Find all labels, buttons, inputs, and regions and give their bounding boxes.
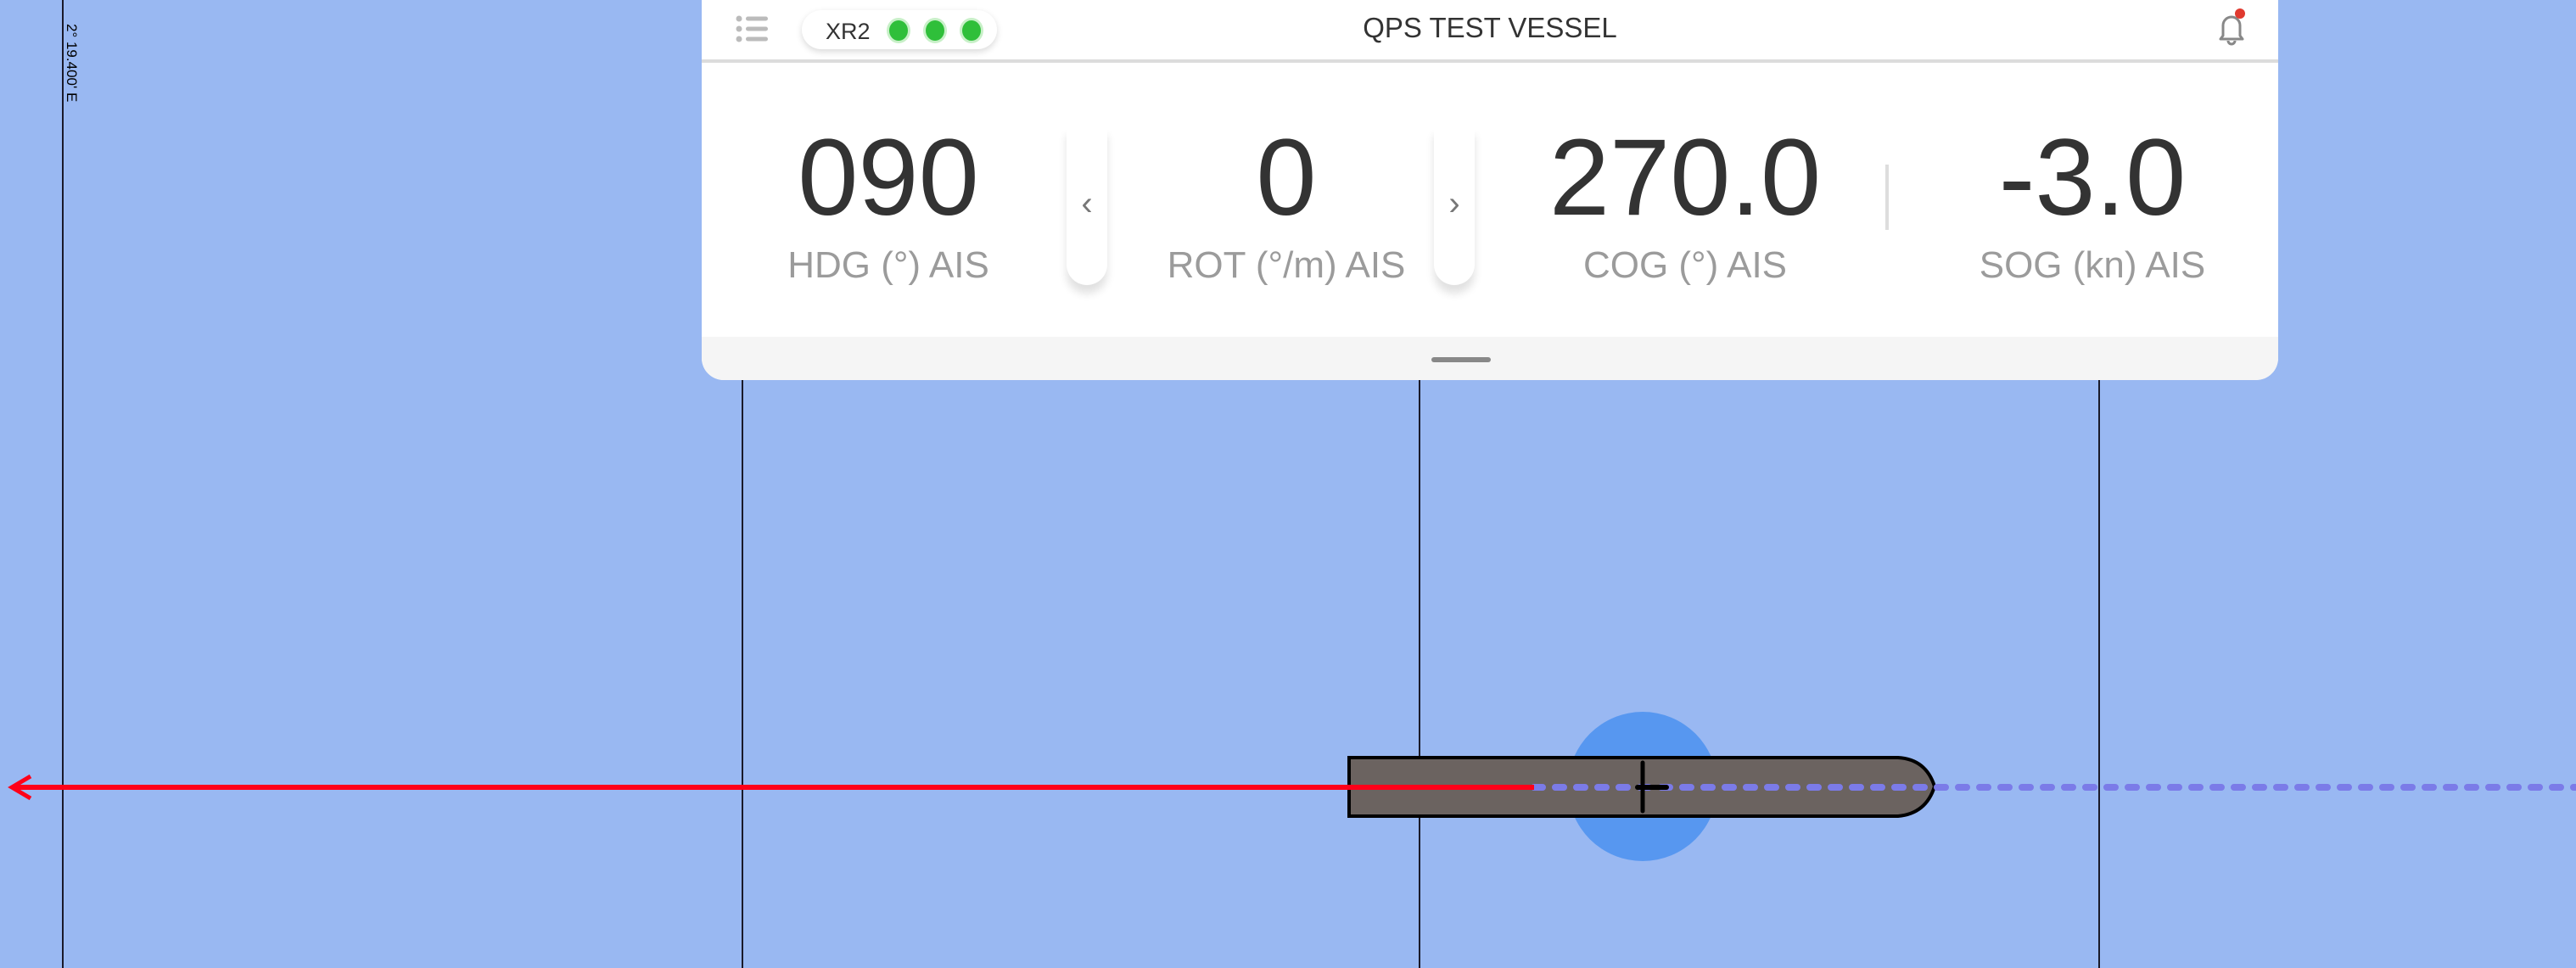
metric-cog: 270.0 COG (°) AIS: [1498, 119, 1872, 287]
list-icon[interactable]: [736, 15, 770, 42]
arrow-head-icon: [8, 774, 32, 801]
metric-label: ROT (°/m) AIS: [1167, 244, 1406, 286]
metric-sog: -3.0 SOG (kn) AIS: [1906, 119, 2278, 287]
next-metric-button[interactable]: ›: [1434, 127, 1475, 285]
prev-metric-button[interactable]: ‹: [1067, 127, 1107, 285]
panel-footer: [702, 337, 2278, 380]
divider: [1885, 165, 1889, 230]
sensor-status-pill[interactable]: XR2: [802, 10, 997, 49]
metric-rot: 0 ROT (°/m) AIS: [1100, 119, 1473, 287]
notification-badge: [2235, 8, 2245, 19]
metric-value: 090: [798, 117, 979, 238]
status-indicator: [923, 18, 947, 43]
metric-value: 0: [1256, 117, 1317, 238]
metric-hdg: 090 HDG (°) AIS: [702, 119, 1075, 287]
status-indicator: [960, 18, 983, 43]
longitude-gridline: [742, 0, 743, 968]
longitude-gridline: [2098, 0, 2100, 968]
vessel-title: QPS TEST VESSEL: [1363, 12, 1617, 43]
status-indicator: [887, 18, 910, 43]
bell-icon[interactable]: [2215, 8, 2248, 46]
longitude-gridline: [62, 0, 64, 968]
drag-handle[interactable]: [1431, 357, 1491, 362]
metric-label: SOG (kn) AIS: [1979, 244, 2206, 286]
vessel-info-panel: XR2 QPS TEST VESSEL 090 HDG (°) AIS ‹ 0 …: [702, 0, 2278, 380]
sensor-label: XR2: [826, 19, 871, 44]
metric-label: COG (°) AIS: [1582, 244, 1788, 286]
metric-label: HDG (°) AIS: [787, 244, 989, 286]
metric-value: 270.0: [1548, 117, 1822, 238]
panel-header: XR2 QPS TEST VESSEL: [702, 0, 2278, 63]
longitude-gridline: [1419, 0, 1420, 968]
metric-value: -3.0: [1998, 117, 2187, 238]
